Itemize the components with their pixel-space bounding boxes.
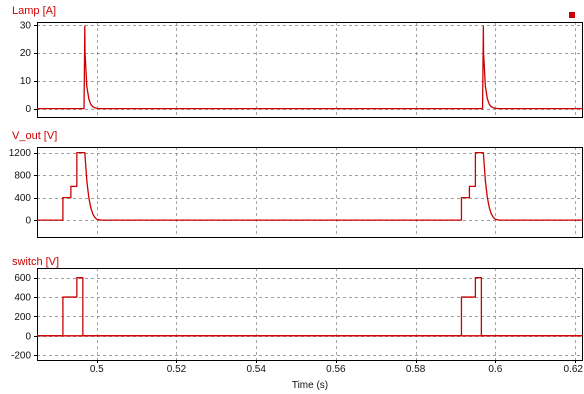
series-line-1 — [37, 277, 583, 337]
chart-panel-1: 0 10 20 30 Lamp [A] — [12, 5, 583, 118]
series-line-1 — [37, 151, 583, 221]
x-tick-label: 0.5 — [90, 364, 104, 375]
x-tick-label: 0.54 — [246, 364, 266, 375]
x-tick-label: 0.58 — [406, 364, 426, 375]
y-tick-label: 30 — [20, 20, 32, 31]
y-tick-label: 10 — [20, 76, 32, 87]
x-tick-label: 0.52 — [167, 364, 187, 375]
x-tick-label: 0.6 — [488, 364, 502, 375]
panel-title: V_out [V] — [12, 130, 57, 142]
y-tick-label: 0 — [25, 331, 31, 342]
plot-frame — [37, 147, 583, 238]
x-tick-label: 0.62 — [564, 364, 584, 375]
x-tick-label: 0.56 — [326, 364, 346, 375]
y-tick-label: 800 — [14, 171, 31, 182]
y-tick-label: -200 — [11, 351, 31, 362]
y-tick-label: 1200 — [9, 148, 32, 159]
y-tick-label: 200 — [14, 312, 31, 323]
series-line-1 — [37, 25, 583, 110]
panel-title: switch [V] — [12, 256, 59, 268]
chart-panel-2: 0 400 800 1200 V_out [V] — [9, 130, 583, 238]
y-tick-label: 600 — [14, 273, 31, 284]
plot-frame — [37, 22, 583, 118]
plot-frame — [37, 268, 583, 361]
x-axis-label: Time (s) — [292, 380, 328, 391]
y-tick-label: 0 — [25, 104, 31, 115]
y-tick-label: 0 — [25, 216, 31, 227]
square-marker-icon — [569, 12, 575, 18]
y-tick-label: 400 — [14, 293, 31, 304]
panel-title: Lamp [A] — [12, 5, 56, 17]
y-tick-label: 20 — [20, 48, 32, 59]
series-line-2 — [37, 277, 583, 337]
chart-panel-3: -200 0 200 400 600 switch [V] — [11, 256, 583, 362]
y-tick-label: 400 — [14, 193, 31, 204]
